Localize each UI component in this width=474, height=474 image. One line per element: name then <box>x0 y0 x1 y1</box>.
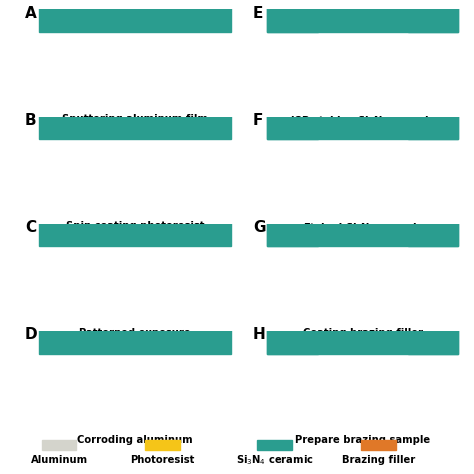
Text: Coating brazing filler: Coating brazing filler <box>303 328 423 338</box>
Bar <box>39 291 100 296</box>
Text: E: E <box>253 6 263 21</box>
Text: Prepare brazing sample: Prepare brazing sample <box>295 435 430 445</box>
Bar <box>39 0 230 32</box>
Text: Patterned exposure: Patterned exposure <box>79 328 191 338</box>
Text: B: B <box>25 113 36 128</box>
Text: Brazing filler: Brazing filler <box>342 455 415 465</box>
Text: Etched Si$_3$N$_4$ ceramic: Etched Si$_3$N$_4$ ceramic <box>303 221 423 235</box>
Bar <box>267 301 318 354</box>
Bar <box>408 0 458 32</box>
Bar <box>39 193 230 246</box>
Bar <box>39 296 100 301</box>
Text: Corroding aluminum: Corroding aluminum <box>77 435 193 445</box>
Text: Si$_3$N$_4$ ceramic: Si$_3$N$_4$ ceramic <box>236 453 313 466</box>
Bar <box>267 193 318 246</box>
Bar <box>267 282 458 295</box>
Text: Spin coating photoresist: Spin coating photoresist <box>66 221 204 231</box>
Bar <box>170 183 230 189</box>
Bar <box>170 296 230 301</box>
Text: D: D <box>25 327 37 342</box>
Text: Aluminum: Aluminum <box>30 455 88 465</box>
Bar <box>408 86 458 139</box>
Bar <box>267 295 318 301</box>
Text: C: C <box>25 220 36 235</box>
Bar <box>408 301 458 354</box>
Bar <box>361 440 395 450</box>
Bar <box>146 440 180 450</box>
Bar <box>267 188 318 193</box>
Text: G: G <box>253 220 265 235</box>
Bar <box>42 440 76 450</box>
Text: A: A <box>25 6 37 21</box>
Bar <box>39 301 230 354</box>
Bar <box>257 440 292 450</box>
Bar <box>408 188 458 193</box>
Bar <box>39 183 100 189</box>
Bar <box>267 325 458 354</box>
Text: Sputtering aluminum film: Sputtering aluminum film <box>62 114 208 124</box>
Bar <box>39 86 230 139</box>
Bar <box>39 189 230 193</box>
Bar <box>39 76 230 82</box>
Bar <box>408 295 458 301</box>
Text: ICP etching Si$_3$N$_4$ ceramic: ICP etching Si$_3$N$_4$ ceramic <box>290 114 436 128</box>
Text: H: H <box>253 327 265 342</box>
Bar <box>408 193 458 246</box>
Bar <box>267 4 458 32</box>
Text: F: F <box>253 113 263 128</box>
Bar <box>267 86 318 139</box>
Bar <box>39 82 230 86</box>
Bar <box>267 111 458 139</box>
Text: Photoresist: Photoresist <box>130 455 195 465</box>
Bar <box>170 291 230 296</box>
Bar <box>267 218 458 246</box>
Bar <box>267 0 318 32</box>
